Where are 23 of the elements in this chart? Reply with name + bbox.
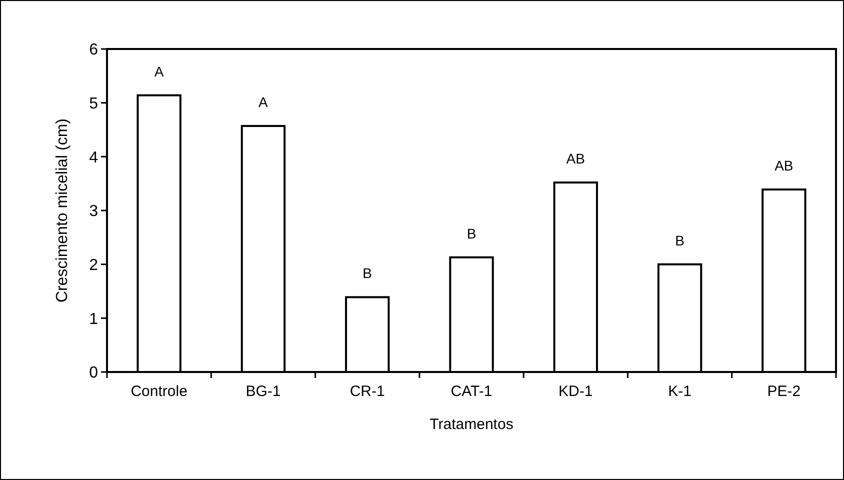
x-tick-label: PE-2 [767, 383, 801, 400]
y-tick-label: 2 [89, 256, 98, 274]
annotation: AB [566, 150, 585, 167]
annotation: A [258, 94, 269, 110]
x-tick-label: BG-1 [246, 383, 281, 400]
x-tick-label: Controle [130, 383, 188, 400]
annotation: B [466, 225, 476, 242]
annotation: B [675, 232, 684, 248]
y-tick-label: 0 [89, 364, 98, 382]
y-tick-label: 1 [89, 310, 98, 328]
x-tick-label: CR-1 [350, 383, 385, 400]
x-tick-label: CAT-1 [450, 383, 492, 400]
x-tick-label: K-1 [668, 383, 692, 400]
annotation: AB [774, 158, 794, 174]
y-tick-label: 4 [89, 149, 98, 166]
y-tick-label: 6 [89, 42, 98, 59]
y-axis-title: Crescimento micelial (cm) [54, 118, 71, 303]
annotation: A [154, 63, 164, 80]
x-tick-label: KD-1 [558, 383, 593, 400]
y-tick-label: 3 [89, 203, 98, 220]
y-tick-label: 5 [89, 95, 98, 112]
annotation: B [362, 265, 372, 282]
x-axis-title: Tratamentos [430, 416, 514, 433]
